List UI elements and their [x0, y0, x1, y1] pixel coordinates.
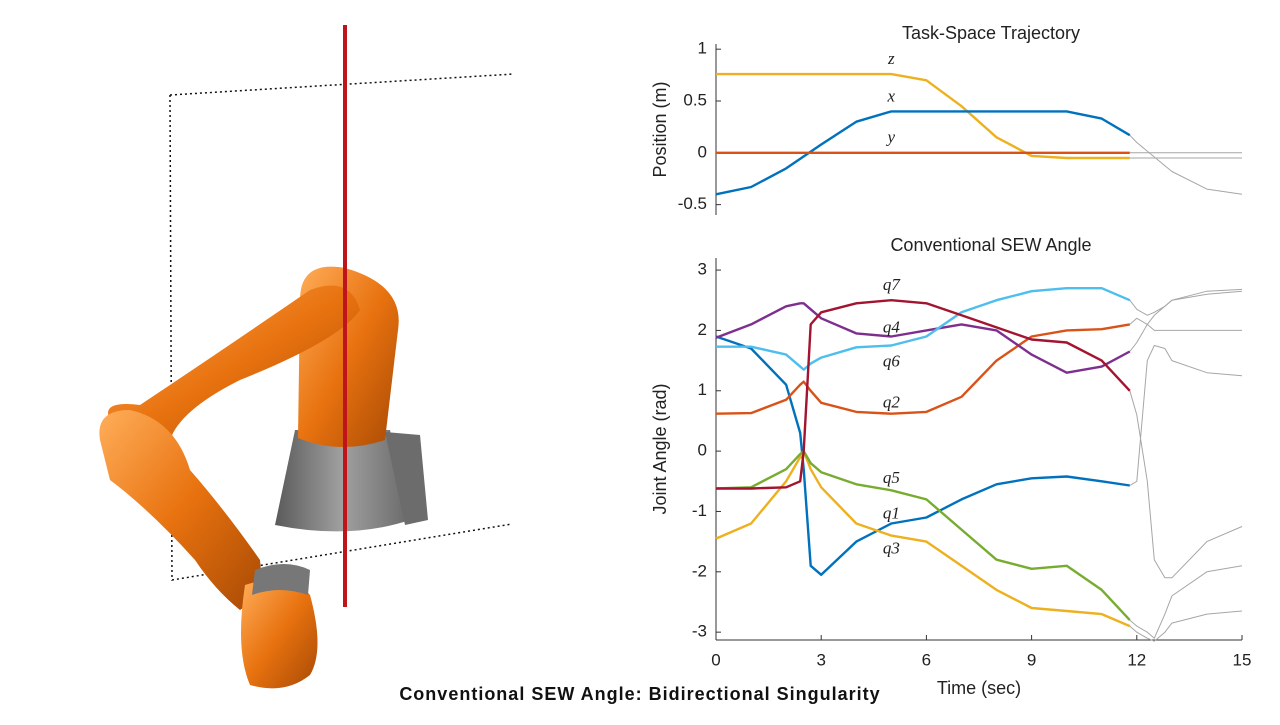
y-tick-label: 0.5	[683, 90, 707, 109]
series-line	[716, 287, 1131, 371]
continuation-line	[1129, 290, 1243, 316]
series-label: q5	[883, 468, 900, 487]
series-label: q2	[883, 393, 901, 412]
caption: Conventional SEW Angle: Bidirectional Si…	[399, 684, 880, 704]
series-line	[715, 323, 1131, 415]
robot-scene	[99, 25, 515, 689]
continuation-line	[1129, 134, 1243, 195]
chart-title: Task-Space Trajectory	[902, 23, 1080, 43]
series-line	[715, 449, 1131, 628]
series-line	[715, 110, 1131, 196]
series-label: x	[887, 86, 896, 105]
continuation-line	[1129, 390, 1243, 579]
y-tick-label: 2	[698, 320, 707, 339]
robot-link	[99, 410, 261, 610]
series-label: q7	[883, 275, 902, 294]
x-tick-label: 15	[1233, 650, 1252, 669]
y-tick-label: -2	[692, 561, 707, 580]
robot-base	[275, 430, 410, 532]
series-label: z	[887, 49, 895, 68]
continuation-line	[1129, 610, 1243, 642]
series-label: y	[886, 128, 896, 147]
series-line	[716, 72, 1130, 160]
y-tick-label: 1	[698, 380, 707, 399]
y-tick-label: 3	[698, 260, 707, 279]
x-tick-label: 6	[922, 650, 931, 669]
series-line	[716, 299, 1131, 490]
chart-title: Conventional SEW Angle	[890, 235, 1091, 255]
y-axis-label: Joint Angle (rad)	[650, 383, 670, 514]
x-tick-label: 3	[816, 650, 825, 669]
robot-wrist	[241, 579, 318, 689]
series-label: q1	[883, 503, 900, 522]
series-line	[715, 449, 1131, 621]
series-label: q4	[883, 317, 901, 336]
y-tick-label: 0	[698, 441, 707, 460]
x-tick-label: 0	[711, 650, 720, 669]
continuation-line	[1129, 317, 1242, 331]
y-axis-label: Position (m)	[650, 81, 670, 177]
y-tick-label: -0.5	[678, 194, 707, 213]
series-label: q3	[883, 539, 900, 558]
y-tick-label: -3	[692, 622, 707, 641]
x-tick-label: 9	[1027, 650, 1036, 669]
continuation-line	[1129, 565, 1243, 639]
sew-plane	[169, 73, 515, 581]
y-tick-label: 1	[698, 39, 707, 58]
robot-flange	[252, 564, 310, 595]
x-tick-label: 12	[1127, 650, 1146, 669]
robot-link	[108, 285, 360, 447]
continuation-line	[1129, 345, 1243, 486]
continuation-line	[1129, 288, 1243, 352]
series-line	[715, 302, 1131, 374]
series-line	[715, 335, 1130, 576]
robot-base-side	[385, 432, 428, 525]
y-tick-label: -1	[692, 501, 707, 520]
y-tick-label: 0	[698, 142, 707, 161]
series-label: q6	[883, 351, 901, 370]
x-axis-label: Time (sec)	[937, 678, 1021, 698]
